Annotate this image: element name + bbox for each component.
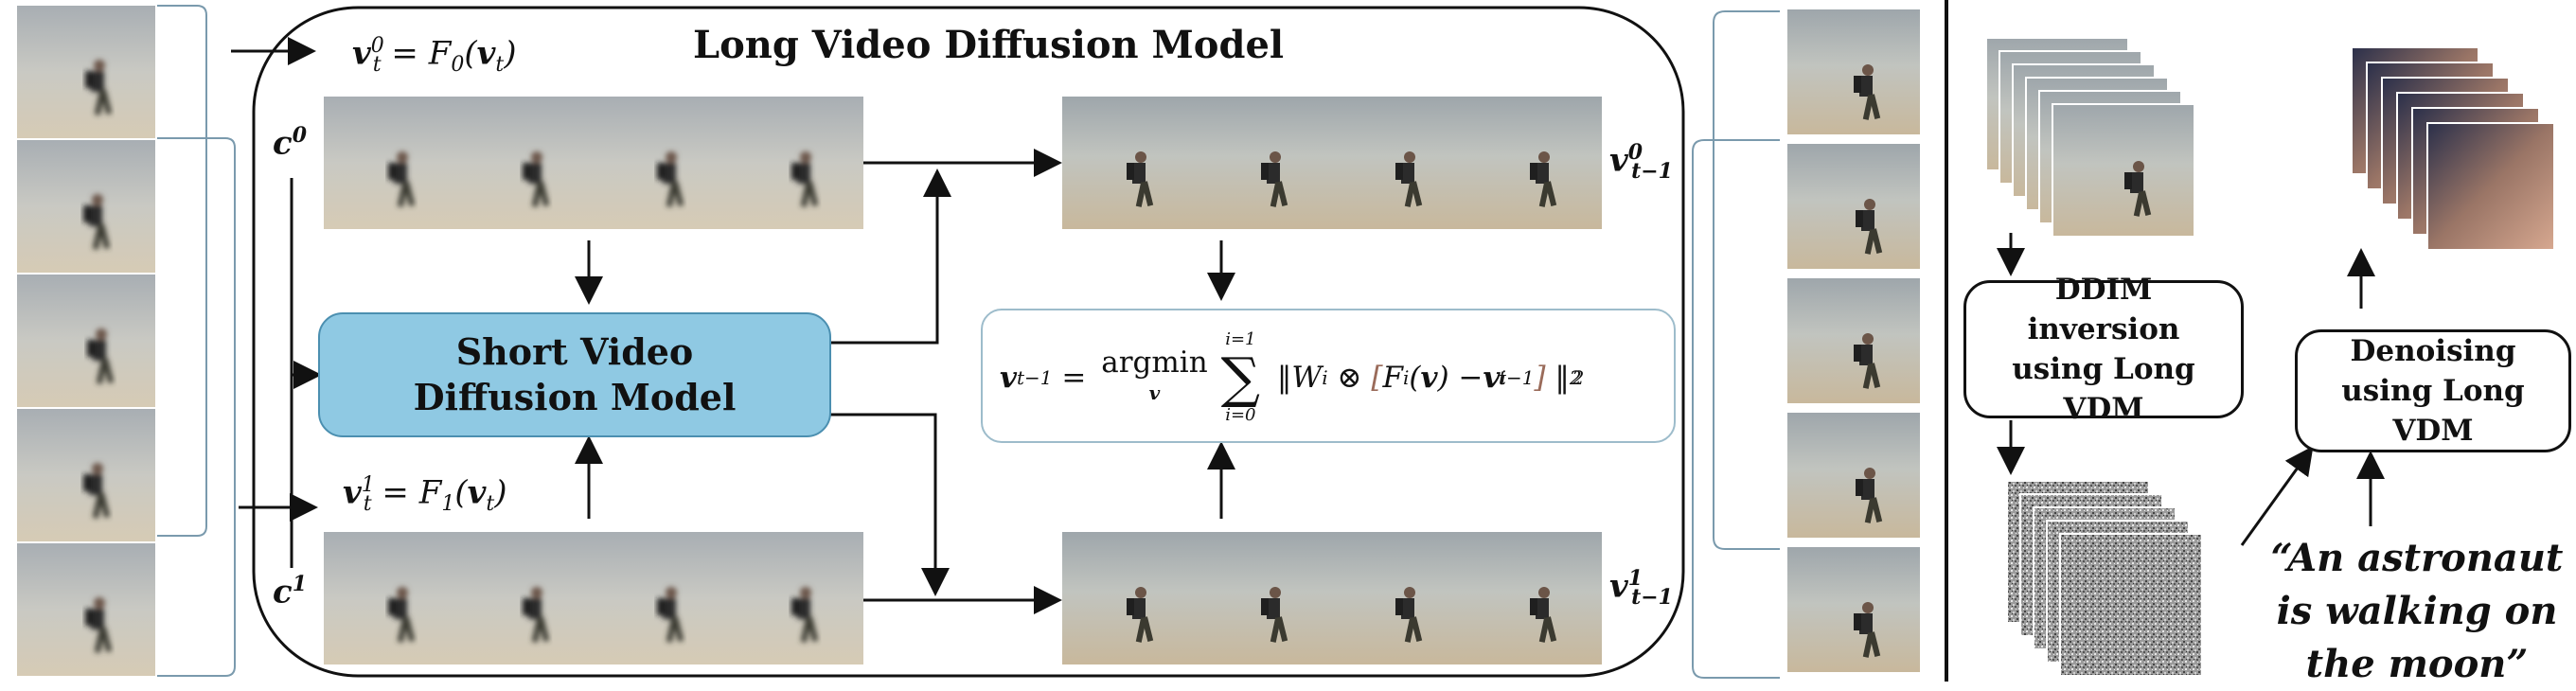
diagram-title: Long Video Diffusion Model (693, 23, 1285, 67)
long-vdm-frame (252, 6, 1685, 678)
bracket-right-bottom (1692, 139, 1780, 679)
bracket-right-top (1713, 10, 1780, 550)
bracket-left-bottom (157, 137, 236, 677)
blurred-strip-bottom (324, 532, 863, 664)
stacked-noise-frames (2006, 480, 2203, 677)
text-prompt: “An astronaut is walking on the moon” (2270, 536, 2564, 686)
optimization-equation-box (981, 309, 1676, 443)
output-frames-column (1787, 9, 1920, 672)
condition-c1-label: c1 (273, 572, 308, 611)
denoising-label: Denoising using Long VDM (2341, 334, 2525, 448)
blurred-strip-top (324, 97, 863, 229)
short-video-model-box: Short Video Diffusion Model (318, 312, 831, 437)
stacked-input-frames (1985, 37, 2195, 238)
short-video-model-label: Short Video Diffusion Model (413, 330, 737, 418)
ddim-inversion-label: DDIM inversion using Long VDM (2012, 273, 2195, 426)
equation-v1: v1t = F1(vt) (343, 473, 507, 517)
condition-c0-label: c0 (273, 123, 308, 163)
input-frames-column (17, 6, 155, 676)
stacked-output-frames (2351, 46, 2555, 251)
sharp-strip-bottom (1062, 532, 1602, 664)
output-label-v1: v1t−1 (1609, 566, 1673, 611)
bracket-left-top (157, 5, 207, 537)
equation-v0: v0t = F0(vt) (352, 34, 517, 78)
denoising-box: Denoising using Long VDM (2295, 329, 2571, 452)
output-label-v0: v0t−1 (1609, 140, 1673, 185)
ddim-inversion-box: DDIM inversion using Long VDM (1963, 273, 2244, 426)
sharp-strip-top (1062, 97, 1602, 229)
